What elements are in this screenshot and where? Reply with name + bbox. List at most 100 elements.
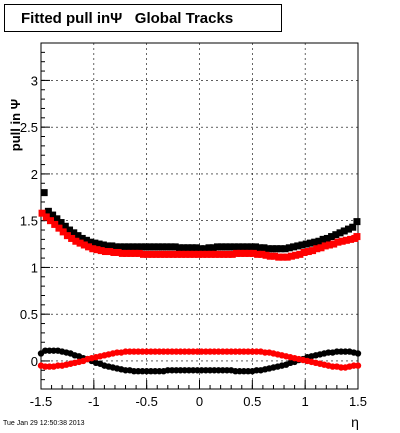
data-point (178, 250, 186, 258)
data-point (156, 250, 164, 258)
data-point (87, 238, 95, 246)
timestamp: Tue Jan 29 12:50:38 2013 (3, 420, 85, 427)
series-4 (37, 348, 362, 371)
data-point (281, 245, 289, 253)
data-point (91, 239, 99, 247)
data-point (317, 244, 325, 252)
data-point (40, 189, 48, 197)
x-axis-label: η (351, 414, 359, 430)
data-point (228, 250, 236, 258)
data-point (319, 235, 327, 243)
data-point (173, 250, 181, 258)
data-point (306, 239, 314, 247)
data-point (232, 249, 240, 257)
data-point (347, 235, 355, 243)
data-point (61, 222, 69, 230)
data-point (325, 241, 333, 249)
data-point (175, 244, 183, 252)
data-point (216, 250, 224, 258)
data-point (192, 244, 200, 252)
data-point (42, 213, 50, 221)
data-point (354, 362, 362, 369)
data-point (129, 243, 137, 251)
x-tick-label: -1.5 (30, 394, 52, 409)
data-point (256, 244, 264, 252)
data-point (298, 241, 306, 249)
data-point (349, 223, 357, 231)
data-point (203, 250, 211, 258)
data-point (285, 244, 293, 252)
data-point (104, 242, 112, 250)
data-point (313, 245, 321, 253)
data-point (279, 253, 287, 261)
data-point (148, 250, 156, 258)
data-point (332, 231, 340, 239)
x-tick-label: 1 (302, 394, 309, 409)
axis-ticks (40, 42, 359, 389)
data-point (120, 243, 128, 251)
data-point (186, 250, 194, 258)
data-point (110, 248, 118, 256)
data-point (47, 217, 55, 225)
data-point (123, 249, 131, 257)
data-point (323, 234, 331, 242)
y-tick-label: 0 (31, 354, 38, 369)
data-point (226, 243, 234, 251)
data-point (340, 227, 348, 235)
data-point (311, 238, 319, 246)
data-point (78, 234, 86, 242)
data-point (131, 249, 139, 257)
data-series (37, 189, 362, 375)
data-point (209, 244, 217, 252)
x-tick-label: 1.5 (349, 394, 367, 409)
data-point (38, 209, 46, 217)
data-point (59, 228, 67, 236)
data-point (336, 229, 344, 237)
data-point (137, 243, 145, 251)
data-point (197, 245, 205, 253)
data-point (114, 248, 122, 256)
data-point (213, 243, 221, 251)
tick-labels: -1.5 -1 -0.5 0 0.5 1 1.5 0 0.5 1 1.5 2 2.5 3 (20, 73, 367, 409)
data-point (254, 250, 262, 258)
data-point (116, 243, 124, 251)
data-point (354, 350, 362, 357)
y-tick-label: 2 (31, 167, 38, 182)
data-point (342, 236, 350, 244)
data-point (125, 243, 133, 251)
data-point (74, 232, 82, 240)
data-point (80, 241, 88, 249)
data-point (353, 233, 361, 241)
data-point (241, 249, 249, 257)
data-point (247, 243, 255, 251)
data-point (180, 244, 188, 252)
data-point (85, 243, 93, 251)
data-point (161, 250, 169, 258)
data-point (222, 243, 230, 251)
data-point (63, 232, 71, 240)
data-point (66, 226, 74, 234)
data-point (235, 243, 243, 251)
data-point (139, 250, 147, 258)
data-point (53, 215, 61, 223)
x-tick-label: -1 (88, 394, 100, 409)
data-point (264, 245, 272, 253)
data-point (165, 250, 173, 258)
y-tick-label: 0.5 (20, 307, 38, 322)
data-point (237, 249, 245, 257)
data-point (224, 250, 232, 258)
data-point (302, 240, 310, 248)
data-point (205, 244, 213, 252)
data-point (108, 242, 116, 250)
data-point (146, 243, 154, 251)
grid (40, 43, 359, 389)
data-point (309, 247, 317, 255)
data-point (321, 242, 329, 250)
data-point (118, 249, 126, 257)
data-point (95, 240, 103, 248)
y-tick-label: 3 (31, 73, 38, 88)
data-point (51, 220, 59, 228)
data-point (55, 224, 63, 232)
y-tick-label: 1.5 (20, 214, 38, 229)
data-point (194, 250, 202, 258)
